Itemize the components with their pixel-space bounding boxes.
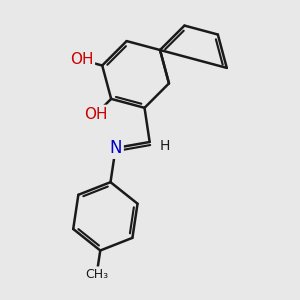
Text: H: H [160, 139, 170, 153]
Text: OH: OH [70, 52, 93, 68]
Text: CH₃: CH₃ [85, 268, 108, 281]
Text: OH: OH [84, 106, 108, 122]
Text: N: N [110, 139, 122, 157]
